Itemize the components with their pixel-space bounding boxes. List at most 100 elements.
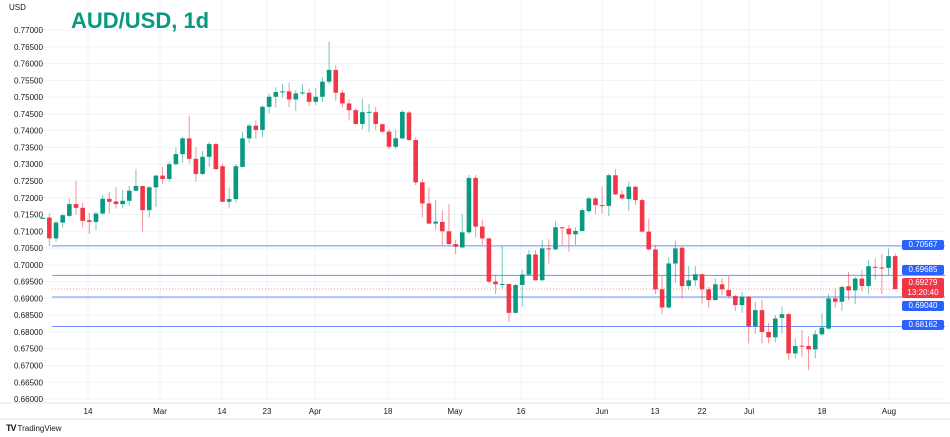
candle-up: [606, 173, 612, 217]
candle-down: [353, 108, 359, 125]
currency-label: USD: [9, 3, 26, 12]
level-badge-0[interactable]: 0.70567: [902, 240, 944, 250]
candle-down: [706, 286, 711, 308]
level-badge-3[interactable]: 0.68162: [902, 320, 944, 330]
candle-up: [400, 110, 405, 140]
candle-down: [440, 210, 445, 246]
candle-down: [546, 239, 552, 264]
candle-down: [380, 123, 385, 133]
candle-up: [53, 220, 59, 242]
candle-up: [812, 330, 818, 359]
candle-up: [313, 88, 319, 106]
candle-up: [206, 141, 212, 167]
candle-body: [320, 81, 325, 97]
candle-body: [799, 345, 805, 347]
candle-up: [226, 187, 232, 209]
y-tick-label: 0.76500: [14, 43, 43, 52]
candle-body: [353, 110, 359, 124]
candle-up: [200, 150, 205, 175]
candle-down: [160, 166, 165, 184]
candle-down: [786, 312, 791, 361]
candle-down: [413, 137, 418, 186]
candle-down: [766, 322, 771, 344]
candle-down: [107, 191, 112, 214]
candle-body: [160, 175, 165, 179]
candle-body: [126, 190, 132, 201]
candle-down: [333, 64, 339, 101]
candle-up: [866, 260, 871, 295]
x-tick-label: 16: [517, 407, 526, 416]
candle-down: [653, 245, 658, 295]
y-tick-label: 0.74000: [14, 127, 43, 136]
candle-body: [639, 200, 645, 232]
candle-body: [892, 256, 898, 290]
candle-body: [566, 228, 572, 235]
candle-body: [806, 346, 811, 350]
candle-body: [719, 284, 725, 290]
candle-body: [413, 140, 418, 183]
candle-body: [819, 327, 825, 335]
x-tick-label: 18: [818, 407, 827, 416]
candle-down: [80, 202, 85, 228]
candle-body: [479, 226, 485, 239]
candle-body: [773, 318, 778, 338]
time-axis[interactable]: 14 Mar 14 23 Apr 18 May 16 Jun 13 22 Jul 18 Aug: [84, 407, 897, 416]
candle-body: [440, 221, 445, 232]
candle-body: [213, 144, 219, 170]
horizontal-levels: [52, 245, 945, 328]
candle-body: [273, 92, 279, 97]
y-tick-label: 0.73000: [14, 160, 43, 169]
x-tick-label: 22: [698, 407, 707, 416]
candle-up: [67, 198, 72, 217]
candle-down: [559, 226, 565, 246]
candle-down: [220, 163, 225, 202]
candle-up: [773, 315, 778, 343]
y-tick-label: 0.70000: [14, 261, 43, 270]
candle-body: [313, 96, 319, 102]
last-price-badge[interactable]: 0.69279 13:20:40: [902, 278, 944, 298]
candle-up: [266, 93, 272, 113]
x-tick-label: Aug: [882, 407, 896, 416]
candle-down: [633, 186, 638, 206]
candle-body: [107, 198, 112, 202]
level-badge-2[interactable]: 0.69040: [902, 301, 944, 311]
candle-body: [579, 210, 585, 231]
candle-body: [73, 204, 79, 208]
candle-up: [819, 313, 825, 337]
candle-up: [753, 301, 758, 334]
candle-up: [280, 84, 285, 98]
candle-up: [393, 129, 398, 149]
candle-down: [506, 283, 512, 322]
candle-body: [153, 175, 159, 188]
candle-up: [519, 269, 525, 307]
candle-down: [846, 271, 851, 301]
candle-up: [553, 221, 558, 251]
candle-body: [599, 205, 605, 207]
candle-body: [233, 166, 239, 200]
candle-up: [240, 131, 245, 168]
y-tick-label: 0.68000: [14, 328, 43, 337]
candle-body: [673, 248, 678, 264]
candle-body: [553, 227, 558, 250]
tradingview-logo[interactable]: TV TradingView: [6, 423, 62, 433]
candle-body: [186, 138, 192, 159]
candle-up: [233, 164, 239, 203]
candle-down: [186, 115, 192, 164]
candle-down: [426, 187, 432, 225]
level-badge-1[interactable]: 0.69685: [902, 265, 944, 275]
y-tick-label: 0.71500: [14, 211, 43, 220]
x-tick-label: May: [447, 407, 462, 416]
candle-body: [659, 289, 665, 308]
candle-up: [366, 104, 372, 132]
candle-body: [606, 175, 612, 206]
candle-down: [613, 169, 618, 196]
candle-up: [739, 291, 745, 313]
candle-body: [486, 238, 492, 282]
candle-body: [166, 164, 172, 179]
candle-up: [792, 338, 798, 359]
candle-down: [286, 82, 292, 108]
candle-body: [852, 278, 858, 291]
candle-down: [679, 246, 685, 299]
price-axis[interactable]: 0.77000 0.76500 0.76000 0.75500 0.75000 0.745…: [14, 26, 43, 404]
